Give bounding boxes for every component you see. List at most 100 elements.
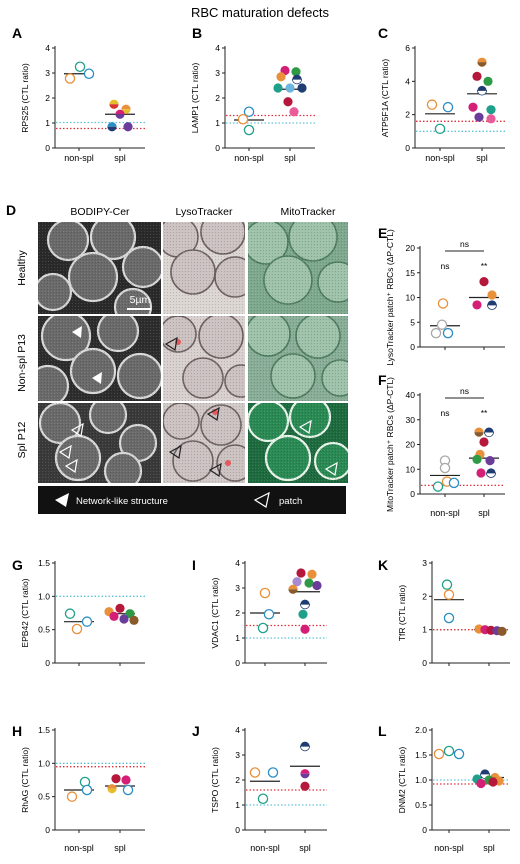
tile-content <box>248 316 348 401</box>
patch-arrow-icon <box>324 461 338 477</box>
data-point <box>291 67 301 77</box>
micrograph-r1-c2 <box>163 222 245 314</box>
data-point <box>125 609 135 619</box>
patch-arrow-icon <box>64 458 78 474</box>
chart-b: B 0 1 2 3 4 LAMP1 (CTL ratio) non-spl spl <box>190 25 315 163</box>
data-point-bottom <box>483 431 495 438</box>
y-tick-label: 4 <box>45 43 50 53</box>
network-arrow-icon <box>92 372 102 384</box>
data-point <box>453 748 465 760</box>
y-tick-label: 0 <box>410 489 415 499</box>
data-point <box>121 775 131 785</box>
y-tick-label: 3 <box>422 558 427 568</box>
y-tick-label: 20 <box>406 243 416 253</box>
micrograph-r1-c3 <box>248 222 348 314</box>
chart-i: I 0 1 2 3 4 VDAC1 (CTL ratio) <box>192 557 327 668</box>
data-point <box>441 579 453 590</box>
y-tick-label: 0 <box>422 825 427 835</box>
y-tick-label: 0 <box>410 342 415 352</box>
y-tick-label: 4 <box>235 558 240 568</box>
panel-label-j: J <box>192 723 200 739</box>
x-category-label: non-spl <box>250 843 280 853</box>
data-point-bottom <box>299 745 311 752</box>
y-tick-label: 0 <box>235 825 240 835</box>
data-point <box>115 603 125 613</box>
data-point <box>64 73 76 84</box>
panel-label-l: L <box>378 723 387 739</box>
data-point <box>304 578 314 588</box>
x-category-label: spl <box>284 153 296 163</box>
chart-g: G 0 0.5 1.0 1.5 EPB42 (CTL ratio) <box>12 557 145 668</box>
data-point-top <box>486 468 496 473</box>
lysotracker-signal <box>225 460 231 466</box>
data-point <box>472 71 482 81</box>
data-point <box>249 767 261 778</box>
x-category-label: non-spl <box>430 508 460 518</box>
data-point <box>476 468 486 478</box>
data-point <box>257 622 269 634</box>
y-axis-label: LAMP1 (CTL ratio) <box>190 63 200 134</box>
y-tick-label: 1 <box>235 633 240 643</box>
y-axis-label: VDAC1 (CTL ratio) <box>210 577 220 648</box>
panel-label-b: B <box>192 25 202 41</box>
y-tick-label: 0 <box>405 143 410 153</box>
micrograph-r3-c3 <box>248 403 348 483</box>
legend-network-label: Network-like structure <box>76 496 168 507</box>
tile-content <box>163 316 245 401</box>
micrograph-annotations <box>58 326 338 478</box>
data-point <box>472 300 482 310</box>
data-point-top <box>477 85 487 91</box>
tile-grain <box>38 403 161 483</box>
col-header-mitotracker: MitoTracker <box>280 206 336 218</box>
y-axis-label: DNM2 (CTL ratio) <box>397 746 407 813</box>
y-tick-label: 3 <box>235 750 240 760</box>
patch-arrow-icon <box>253 491 270 508</box>
micrograph-r2-c2 <box>163 316 245 401</box>
sig-left-label: ns <box>441 408 450 418</box>
data-point-bottom <box>477 62 487 67</box>
data-point <box>298 609 308 619</box>
x-category-label: non-spl <box>425 153 455 163</box>
data-point <box>488 777 498 787</box>
micrograph-tiles <box>38 222 348 483</box>
panel-label-d: D <box>6 202 16 218</box>
y-axis-label: TfR (CTL ratio) <box>397 585 407 642</box>
y-tick-label: 10 <box>406 293 416 303</box>
col-header-lysotracker: LysoTracker <box>176 206 233 218</box>
data-point <box>487 290 497 300</box>
x-category-label: non-spl <box>434 843 464 853</box>
data-point <box>122 784 134 796</box>
data-point-bottom <box>291 78 303 85</box>
data-point-top <box>107 784 117 789</box>
data-point <box>81 616 93 627</box>
micrograph-r1-c1 <box>38 222 161 314</box>
patch-arrow-icon <box>58 444 72 460</box>
data-point-top <box>487 300 497 305</box>
y-tick-label: 2 <box>215 93 220 103</box>
tile-grain <box>248 316 348 401</box>
y-axis-label: RPS25 (CTL ratio) <box>20 63 30 133</box>
tile-grain <box>163 222 245 314</box>
data-point <box>486 114 496 124</box>
data-point-bottom <box>115 114 125 119</box>
data-point <box>474 112 484 122</box>
data-point <box>443 589 455 600</box>
tile-content <box>248 222 348 314</box>
tile-grain <box>38 222 161 314</box>
tile-content <box>38 316 161 401</box>
row-label-healthy: Healthy <box>16 249 28 285</box>
data-point-bottom <box>107 126 117 132</box>
data-point <box>129 615 139 625</box>
data-point-bottom <box>299 603 311 610</box>
micrograph-r3-c2 <box>163 403 245 483</box>
data-point-bottom <box>485 472 497 478</box>
patch-arrow-icon <box>164 336 178 352</box>
data-point <box>476 778 486 789</box>
charts-layer: A 0 1 2 3 4 RPS25 (CTL ratio) non-spl spl B 0 1 2 3 4 L… <box>12 25 510 853</box>
sig-bracket-label: ns <box>460 386 469 396</box>
y-tick-label: 1 <box>422 625 427 635</box>
data-point <box>66 791 78 802</box>
y-tick-label: 0.5 <box>415 800 427 810</box>
micrograph-r2-c3 <box>248 316 348 401</box>
y-tick-label: 1.0 <box>38 591 50 601</box>
